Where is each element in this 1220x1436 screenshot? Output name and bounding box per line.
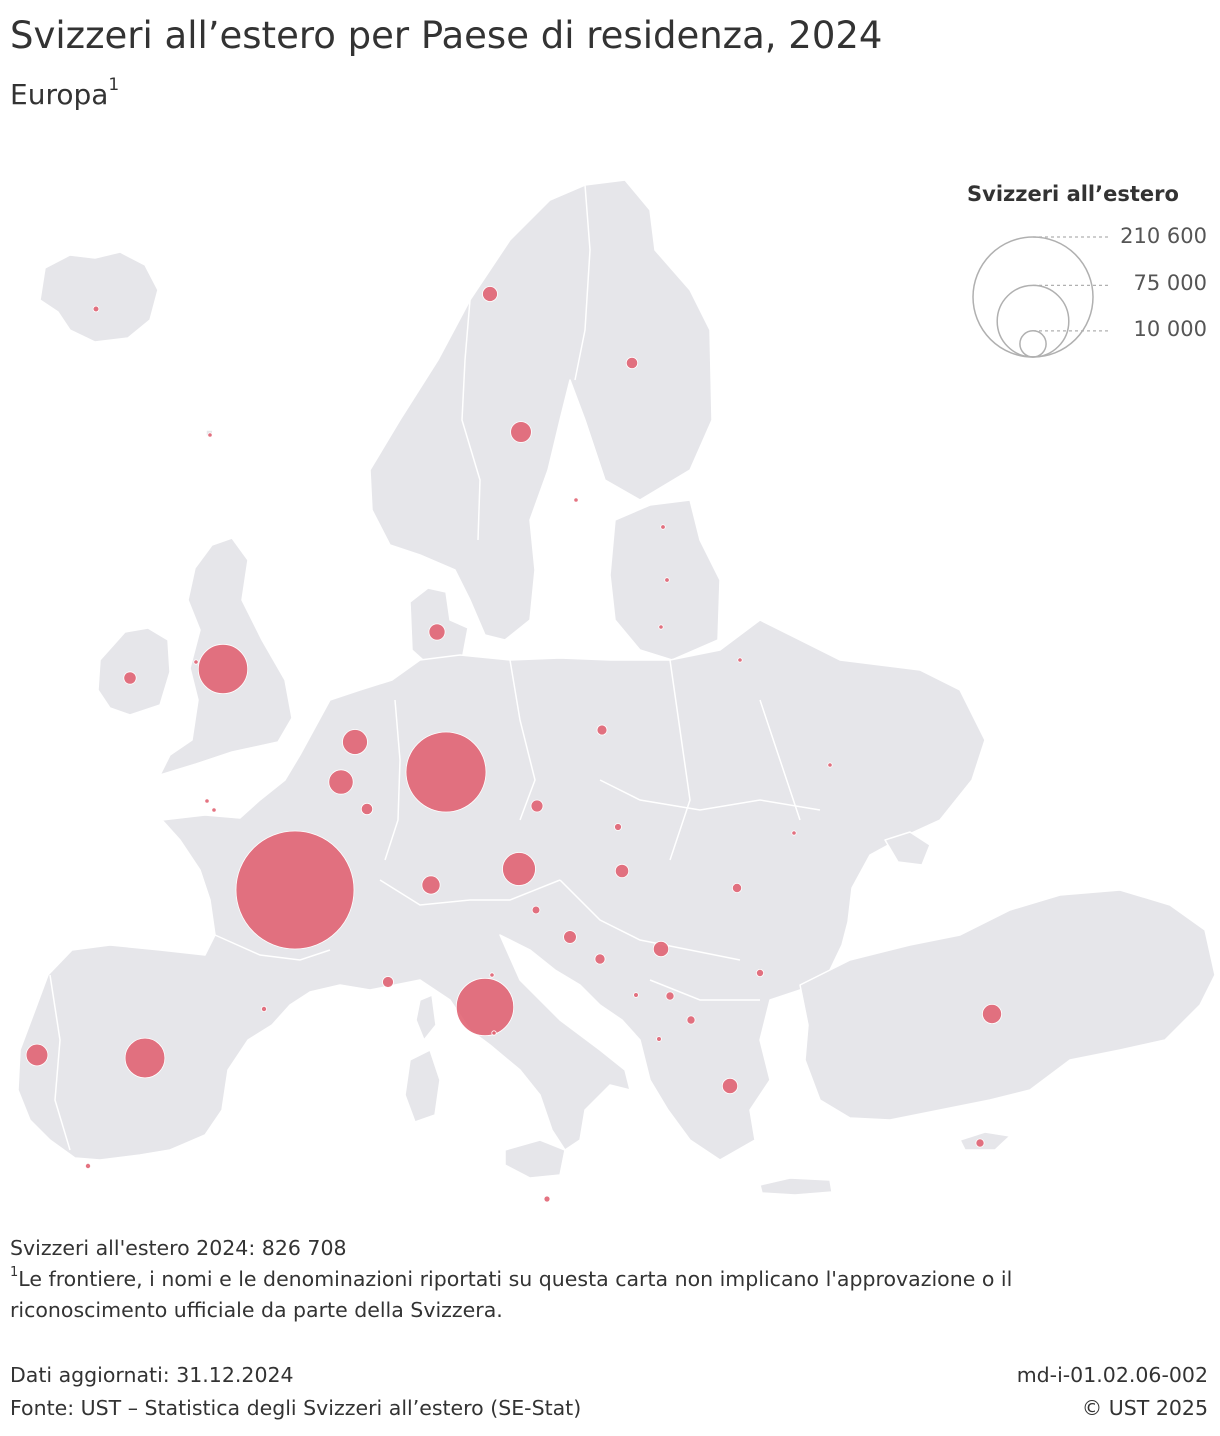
bubble-polonia — [596, 724, 608, 736]
bubble-grecia — [721, 1077, 739, 1095]
bubble-cipro — [975, 1138, 985, 1148]
subtitle-text: Europa — [10, 78, 109, 111]
bubble-serbia — [652, 940, 670, 958]
map-title: Svizzeri all’estero per Paese di residen… — [10, 14, 883, 57]
bubble-san-marino — [489, 972, 495, 978]
bubble-slovacchia — [614, 823, 622, 831]
turkey-shape — [799, 889, 1216, 1121]
bubble-finlandia — [625, 356, 639, 370]
bubble-norvegia — [482, 286, 498, 302]
bubble-irlanda — [123, 671, 137, 685]
bubble-danimarca — [428, 623, 446, 641]
legend-title: Svizzeri all’estero — [967, 182, 1179, 206]
legend-circle-2 — [1019, 330, 1047, 358]
bubble-albania — [656, 1036, 662, 1042]
border-line — [509, 659, 536, 821]
bubble-ucraina — [827, 762, 833, 768]
border-line — [559, 879, 741, 961]
subtitle-footnote-mark: 1 — [108, 75, 120, 95]
legend-value-medium: 75 000 — [1133, 271, 1207, 295]
border-line — [461, 299, 481, 541]
border-line — [669, 659, 691, 861]
border-line — [574, 184, 591, 381]
bubble-gibilterra — [85, 1163, 92, 1170]
bubble-svezia — [510, 421, 532, 443]
bubble-lussemburgo — [360, 802, 374, 816]
legend-value-small: 10 000 — [1133, 317, 1207, 341]
data-updated: Dati aggiornati: 31.12.2024 — [10, 1363, 294, 1387]
bubble-isole-fær-øer — [207, 432, 213, 438]
europe-map — [17, 179, 1216, 1203]
bubble-andorra — [260, 1006, 267, 1013]
bubble-estonia — [660, 524, 666, 530]
crimea-shape — [884, 831, 931, 866]
border-line — [759, 699, 801, 821]
border-line — [49, 974, 71, 1151]
bubble-romania — [732, 883, 743, 894]
data-source: Fonte: UST – Statistica degli Svizzeri a… — [10, 1396, 582, 1420]
land-layer — [17, 179, 1216, 1196]
footnote-mark: 1 — [10, 1265, 19, 1280]
disclaimer-line-1: 1Le frontiere, i nomi e le denominazioni… — [10, 1265, 1013, 1291]
bubble-guernsey — [204, 798, 210, 804]
bubble-turchia — [982, 1004, 1003, 1025]
corsica-shape — [415, 994, 437, 1041]
ireland-shape — [97, 627, 171, 716]
border-line — [599, 779, 821, 811]
bubble-islanda — [92, 305, 100, 313]
bubble-italia — [455, 977, 515, 1037]
bubble-bosnia-ed-erzegovina — [594, 953, 606, 965]
bubble-belgio — [328, 769, 354, 795]
legend-circle-1 — [996, 284, 1070, 358]
crete-shape — [759, 1177, 833, 1196]
bubble-montenegro — [665, 991, 675, 1001]
bubble-lituania — [658, 624, 664, 630]
bubble-regno-unito — [197, 643, 249, 695]
cyprus-shape — [959, 1131, 1011, 1151]
border-line — [214, 934, 331, 961]
bubble-kosovo — [633, 992, 639, 998]
map-subtitle: Europa1 — [10, 75, 120, 111]
bubble-malta — [543, 1195, 551, 1203]
scandinavia-shape — [369, 179, 713, 641]
bubble-spagna — [124, 1037, 166, 1079]
disclaimer-text-1: Le frontiere, i nomi e le denominazioni … — [18, 1267, 1013, 1291]
border-line — [649, 979, 760, 1001]
bubble-città-del-vaticano — [491, 1030, 497, 1036]
bubble-francia — [235, 830, 355, 950]
legend-circle-0 — [972, 236, 1094, 358]
bubble-monaco — [382, 976, 394, 988]
sardinia-shape — [404, 1049, 441, 1123]
iceland-shape — [39, 251, 159, 343]
bubble-isole-åland — [573, 497, 579, 503]
bubble-bielorussia — [737, 657, 743, 663]
bubble-croazia — [563, 930, 577, 944]
bubble-macedonia-del-nord — [686, 1015, 696, 1025]
copyright: © UST 2025 — [1081, 1396, 1208, 1420]
bubble-repubblica-ceca — [530, 799, 544, 813]
border-layer — [49, 184, 821, 1151]
disclaimer-line-2: riconoscimento ufficiale da parte della … — [10, 1298, 503, 1322]
bubble-liechtenstein — [421, 875, 441, 895]
bubble-moldavia — [791, 830, 797, 836]
border-line — [384, 699, 401, 861]
bubble-bulgaria — [756, 969, 765, 978]
bubble-jersey — [211, 807, 217, 813]
mainland-europe-shape — [17, 619, 986, 1161]
border-line — [379, 879, 561, 906]
bubble-portogallo — [25, 1043, 49, 1067]
legend-value-large: 210 600 — [1120, 224, 1207, 248]
bubble-lettonia — [664, 577, 670, 583]
sicily-shape — [504, 1139, 566, 1179]
bubble-austria — [502, 852, 536, 886]
legend-circles — [972, 236, 1108, 358]
bubble-germania — [405, 731, 487, 813]
bubble-slovenia — [531, 905, 541, 915]
bubble-paesi-bassi — [342, 729, 368, 755]
bubble-isola-di-man — [193, 659, 199, 665]
bubble-layer — [25, 286, 1003, 1203]
map-code: md-i-01.02.06-002 — [1016, 1363, 1208, 1387]
total-count: Svizzeri all'estero 2024: 826 708 — [10, 1236, 347, 1260]
bubble-ungheria — [614, 863, 630, 879]
